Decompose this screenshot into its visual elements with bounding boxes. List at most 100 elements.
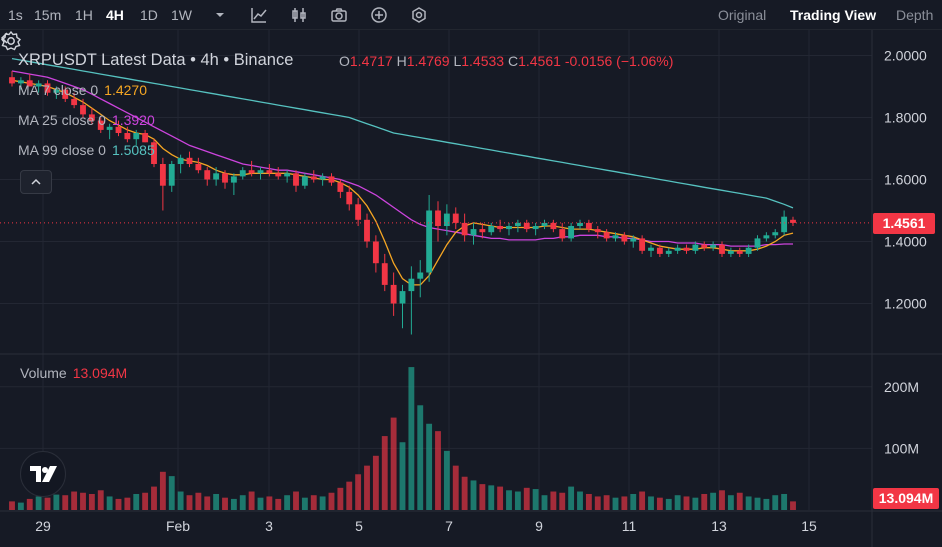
add-indicator-icon[interactable] bbox=[369, 5, 389, 25]
candle-body bbox=[497, 226, 504, 230]
volume-bar bbox=[310, 495, 317, 510]
open-label: O bbox=[339, 53, 350, 69]
chart-canvas[interactable]: 2.0000 1.8000 1.6000 1.4000 1.2000 200M 100M 29… bbox=[0, 30, 942, 547]
volume-bar bbox=[621, 496, 628, 510]
ma25-legend[interactable]: MA 25 close 0 1.3920 bbox=[18, 112, 155, 128]
camera-icon[interactable] bbox=[329, 5, 349, 25]
candle-body bbox=[727, 250, 734, 254]
candle-body bbox=[115, 126, 122, 133]
volume-bar bbox=[17, 502, 24, 510]
timeframe-1w[interactable]: 1W bbox=[171, 7, 192, 23]
candle-body bbox=[399, 291, 406, 304]
candle-body bbox=[301, 176, 308, 186]
volume-bar bbox=[736, 492, 743, 510]
tab-depth[interactable]: Depth bbox=[896, 7, 934, 23]
time-tick-label: 15 bbox=[801, 518, 817, 534]
candle-body bbox=[612, 235, 619, 239]
candle-body bbox=[426, 210, 433, 273]
volume-bar bbox=[62, 495, 69, 510]
candle-body bbox=[168, 164, 175, 186]
ma7-value: 1.4270 bbox=[104, 82, 147, 98]
volume-bar bbox=[541, 495, 548, 510]
candlestick-icon[interactable] bbox=[289, 5, 309, 25]
candle-body bbox=[195, 164, 202, 171]
candle-body bbox=[97, 120, 104, 130]
candle-body bbox=[710, 244, 717, 248]
price-chart[interactable]: 2.0000 1.8000 1.6000 1.4000 1.2000 200M 100M 29… bbox=[0, 30, 942, 547]
ma25-value: 1.3920 bbox=[111, 112, 155, 128]
timeframe-1d[interactable]: 1D bbox=[140, 7, 158, 23]
volume-bar bbox=[727, 495, 734, 510]
time-tick-label: Feb bbox=[166, 518, 190, 534]
timeframe-dropdown-icon[interactable] bbox=[210, 5, 230, 25]
candle-body bbox=[621, 235, 628, 242]
timeframe-1h[interactable]: 1H bbox=[75, 7, 93, 23]
ma7-label: MA 7 close 0 bbox=[18, 82, 99, 98]
tab-trading-view[interactable]: Trading View bbox=[790, 7, 877, 23]
volume-bar bbox=[550, 491, 557, 510]
volume-tick-label: 200M bbox=[884, 379, 919, 395]
line-chart-icon[interactable] bbox=[249, 5, 269, 25]
volume-bar bbox=[763, 498, 770, 510]
volume-bar bbox=[772, 495, 779, 510]
candle-body bbox=[390, 284, 397, 304]
volume-bar bbox=[9, 501, 15, 510]
candle-body bbox=[479, 229, 486, 233]
candle-body bbox=[594, 229, 601, 233]
volume-bar bbox=[470, 480, 477, 510]
tradingview-logo[interactable] bbox=[20, 451, 66, 497]
candle-body bbox=[639, 238, 646, 251]
candle-body bbox=[248, 170, 255, 174]
volume-bar bbox=[719, 490, 725, 510]
candle-body bbox=[124, 133, 131, 140]
candle-body bbox=[665, 250, 672, 254]
settings-hexagon-icon[interactable] bbox=[409, 5, 429, 25]
volume-bar bbox=[612, 497, 619, 510]
volume-bar bbox=[124, 497, 131, 510]
volume-bar bbox=[692, 497, 699, 510]
volume-bar bbox=[577, 491, 583, 510]
volume-bar bbox=[648, 496, 654, 510]
timeframe-4h[interactable]: 4H bbox=[106, 7, 124, 23]
collapse-legend-button[interactable] bbox=[20, 170, 52, 194]
candle-body bbox=[470, 229, 477, 236]
ma99-legend[interactable]: MA 99 close 0 1.5085 bbox=[18, 142, 155, 158]
candle-body bbox=[745, 247, 752, 254]
candle-body bbox=[372, 241, 379, 264]
timeframe-1s[interactable]: 1s bbox=[8, 7, 23, 23]
ma7-legend[interactable]: MA 7 close 0 1.4270 bbox=[18, 82, 147, 98]
candle-body bbox=[88, 114, 95, 121]
tradingview-logo-icon bbox=[30, 466, 57, 482]
candle-body bbox=[337, 182, 344, 192]
symbol-title: XRPUSDT Latest Data • 4h • Binance bbox=[18, 51, 294, 69]
candle-body bbox=[80, 105, 86, 115]
volume-bar bbox=[106, 496, 113, 510]
ma99-label: MA 99 close 0 bbox=[18, 142, 106, 158]
candle-body bbox=[44, 83, 51, 93]
candle-body bbox=[435, 210, 441, 226]
volume-bar bbox=[239, 495, 246, 510]
candle-body bbox=[417, 272, 424, 279]
candle-body bbox=[461, 222, 468, 236]
current-price-label: 1.4561 bbox=[873, 212, 935, 234]
volume-bar bbox=[710, 492, 717, 510]
volume-bar bbox=[115, 498, 122, 510]
volume-bar bbox=[88, 493, 95, 510]
volume-bar bbox=[26, 498, 33, 510]
chart-settings-icon[interactable] bbox=[0, 30, 22, 52]
top-toolbar: 1s 15m 1H 4H 1D 1W Original Trading View… bbox=[0, 0, 942, 30]
candle-body bbox=[35, 83, 42, 87]
candle-body bbox=[763, 235, 770, 239]
candle-body bbox=[532, 226, 539, 230]
candle-body bbox=[177, 157, 184, 164]
timeframe-15m[interactable]: 15m bbox=[34, 7, 62, 23]
volume-bar bbox=[284, 495, 291, 510]
candle-body bbox=[310, 176, 317, 180]
volume-bar bbox=[381, 436, 388, 510]
candle-body bbox=[364, 219, 370, 242]
tab-original[interactable]: Original bbox=[718, 7, 767, 23]
candle-body bbox=[53, 89, 60, 93]
candle-body bbox=[452, 213, 459, 223]
volume-bar bbox=[408, 367, 415, 510]
candle-body bbox=[514, 222, 521, 226]
